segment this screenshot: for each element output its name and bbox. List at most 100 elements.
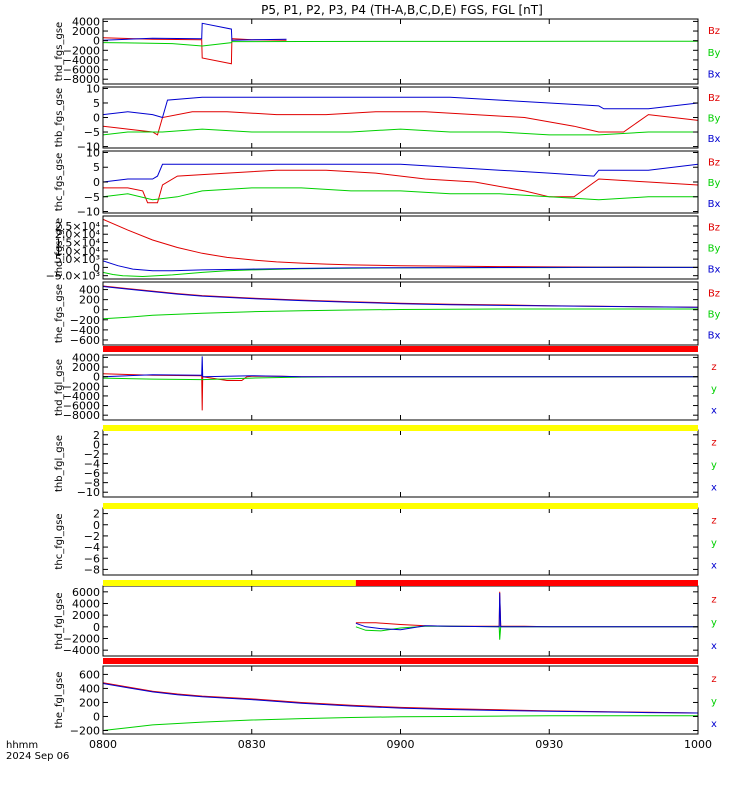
legend-z: z — [711, 674, 716, 685]
legend-z: z — [711, 362, 716, 373]
series-z-line — [355, 591, 698, 628]
panel-frame — [102, 86, 699, 149]
y-axis-label: thc_fgs_gse — [54, 153, 65, 212]
series-y-line — [103, 715, 698, 731]
y-tick-label: 0 — [93, 371, 100, 384]
panel-thb_fgl_gse: 20−2−4−6−8−10 thb_fgl_gse zyx — [54, 429, 717, 499]
y-tick-label: −2 — [84, 530, 100, 543]
panel-thb_fgs_gse: 10 5 0−5 −10 thb_fgs_gse Bz By Bx — [54, 82, 720, 153]
y-tick-label: 0 — [93, 261, 100, 274]
series-Bx-line — [103, 286, 698, 308]
y-tick-label: 0 — [93, 710, 100, 723]
y-tick-label: −8 — [84, 563, 100, 576]
series-By-line — [103, 187, 698, 201]
panel-frame — [102, 585, 699, 657]
y-tick-label: 0 — [93, 304, 100, 317]
y-tick-label: −2 — [84, 448, 100, 461]
y-tick-label: 200 — [79, 294, 100, 307]
y-tick-label: −2000 — [63, 44, 100, 57]
y-tick-label: −2000 — [63, 380, 100, 393]
y-tick-label: 2000 — [72, 609, 100, 622]
y-tick-label: −2000 — [63, 633, 100, 646]
panel-frame — [102, 507, 699, 576]
legend-By: By — [708, 310, 721, 321]
y-tick-label: 6000 — [72, 586, 100, 599]
series-Bx-line — [103, 163, 698, 183]
y-tick-label: −6 — [84, 552, 100, 565]
series-Bz-line — [103, 169, 698, 204]
y-tick-label: −6 — [84, 467, 100, 480]
status-bar-segment — [103, 503, 698, 509]
y-tick-label: −5 — [84, 126, 100, 139]
y-axis-label: thb_fgl_gse — [54, 435, 65, 492]
y-axis-label: thd_fgs_gse — [54, 218, 65, 277]
y-tick-label: −5.0×10³ — [46, 270, 100, 283]
y-tick-label: 5.0×10³ — [55, 253, 100, 266]
y-tick-label: 2 — [93, 429, 100, 442]
legend-x: x — [711, 406, 717, 417]
panel-thd_fgl_gse: 400020000−2000−4000−6000−8000thd_fgl_gse… — [54, 351, 717, 422]
y-tick-label: −5 — [84, 191, 100, 204]
x-tick-label: 0800 — [89, 738, 117, 751]
y-tick-label: 10 — [86, 82, 100, 95]
y-axis-label: thd_fgl_gse — [54, 593, 65, 650]
series-x-line — [103, 356, 698, 378]
status-bar-segment — [103, 658, 698, 664]
y-axis-label: thb_fgs_gse — [54, 88, 65, 147]
legend-y: y — [711, 618, 717, 629]
y-tick-label: −10 — [77, 206, 100, 219]
time-unit-label: hhmm — [6, 740, 38, 751]
status-bar-segment — [355, 580, 698, 586]
y-tick-label: 5 — [93, 97, 100, 110]
legend-x: x — [711, 482, 717, 493]
legend-Bz: Bz — [708, 157, 720, 168]
panel-thc_fgs_gse: 10 5 0 −5 −10 thc_fgs_gse Bz By Bx — [54, 146, 720, 218]
y-axis-label: the_fgl_gse — [54, 672, 65, 729]
y-tick-label: −6000 — [63, 64, 100, 77]
legend-Bx: Bx — [708, 134, 721, 145]
y-tick-label: −600 — [70, 334, 100, 347]
panels: 400020000−2000−4000−6000−8000thd_fgs_gse… — [46, 15, 721, 751]
legend-y: y — [711, 460, 717, 471]
y-tick-label: 200 — [79, 696, 100, 709]
legend-y: y — [711, 538, 717, 549]
panel-frame — [102, 665, 699, 735]
legend-x: x — [711, 641, 717, 652]
legend-x: x — [711, 560, 717, 571]
x-tick-label: 0830 — [238, 738, 266, 751]
series-Bz-line — [103, 218, 698, 268]
x-tick-label: 1000 — [684, 738, 712, 751]
legend-Bz: Bz — [708, 26, 720, 37]
panel-frame — [102, 18, 699, 85]
y-tick-label: 0 — [93, 112, 100, 125]
y-tick-label: 1.5×10⁴ — [55, 237, 101, 250]
status-bar-segment — [103, 346, 698, 352]
y-tick-label: −8000 — [63, 73, 100, 86]
series-Bx-line — [103, 96, 698, 119]
y-tick-label: 400 — [79, 682, 100, 695]
series-Bx-line — [103, 22, 287, 41]
chart-title: P5, P1, P2, P3, P4 (TH-A,B,C,D,E) FGS, F… — [261, 3, 543, 17]
y-tick-label: −4000 — [63, 390, 100, 403]
legend-y: y — [711, 384, 717, 395]
panel-frame — [102, 429, 699, 498]
series-By-line — [103, 128, 698, 136]
y-tick-label: −400 — [70, 324, 100, 337]
legend-Bx: Bx — [708, 331, 721, 342]
x-tick-label: 0930 — [535, 738, 563, 751]
legend-z: z — [711, 516, 716, 527]
y-tick-label: 4000 — [72, 15, 100, 28]
legend-Bx: Bx — [708, 199, 721, 210]
y-axis-label: thc_fgl_gse — [54, 513, 65, 569]
legend-z: z — [711, 438, 716, 449]
legend-By: By — [708, 244, 721, 255]
y-tick-label: −8 — [84, 477, 100, 490]
y-tick-label: −200 — [70, 724, 100, 737]
y-axis-label: the_fgs_gse — [54, 284, 65, 343]
y-tick-label: −10 — [77, 141, 100, 154]
panel-thd_fgs_gse: 2.5×10⁴2.0×10⁴1.5×10⁴1.0×10⁴5.0×10³0−5.0… — [46, 215, 721, 283]
legend-Bz: Bz — [708, 289, 720, 300]
